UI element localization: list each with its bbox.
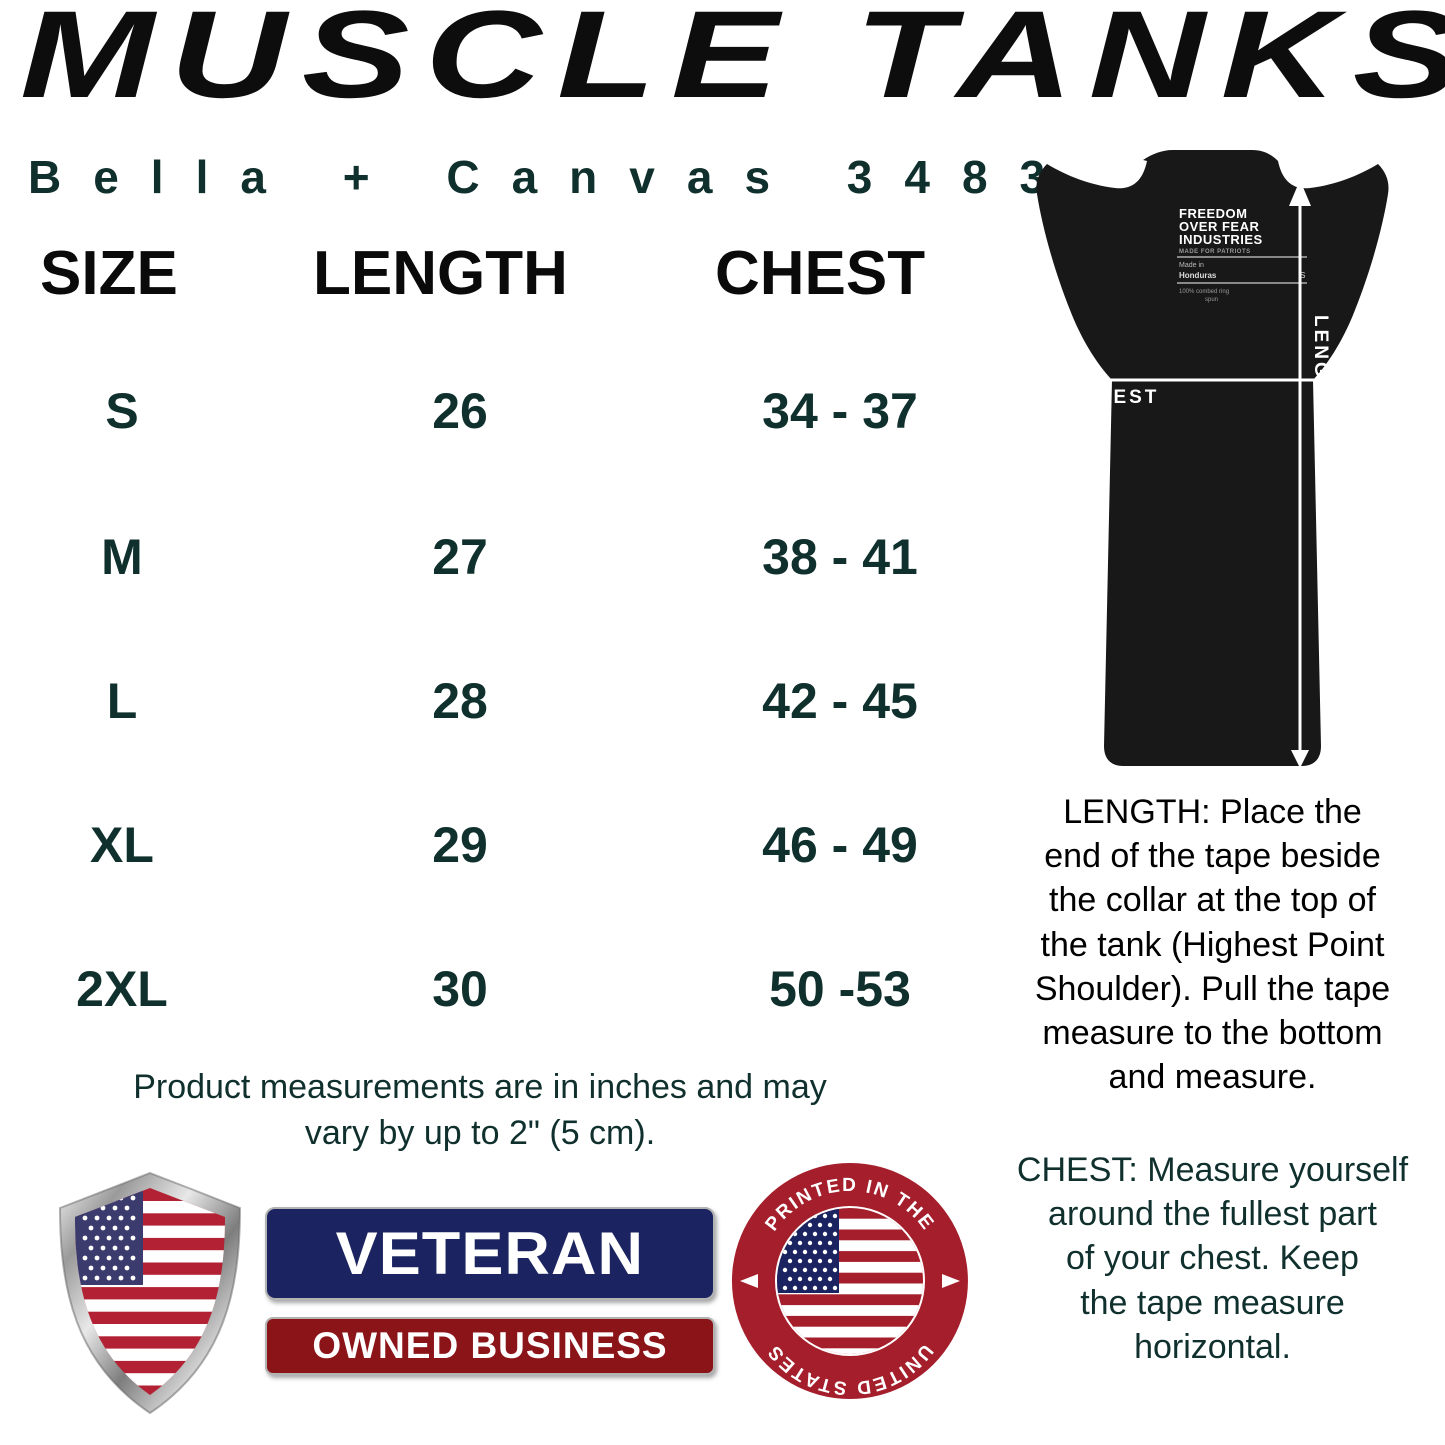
svg-text:CHEST: CHEST (1080, 387, 1159, 408)
svg-text:Made in: Made in (1179, 262, 1204, 269)
svg-text:INDUSTRIES: INDUSTRIES (1179, 232, 1263, 247)
svg-text:Honduras: Honduras (1179, 271, 1217, 280)
svg-text:LENGTH: LENGTH (1310, 315, 1331, 411)
svg-text:spun: spun (1205, 297, 1218, 303)
svg-text:100% combed ring: 100% combed ring (1179, 289, 1229, 295)
svg-text:MADE FOR PATRIOTS: MADE FOR PATRIOTS (1179, 249, 1251, 255)
